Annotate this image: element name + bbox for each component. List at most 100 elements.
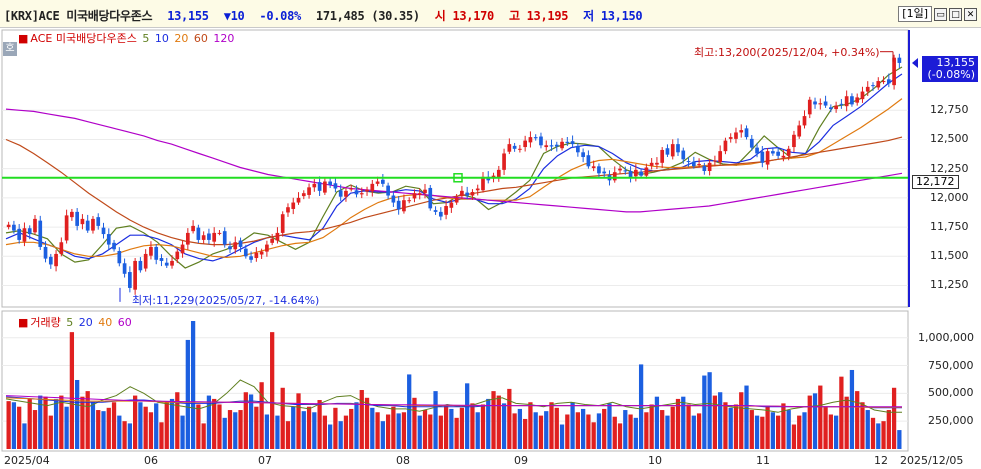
candle-body — [792, 134, 796, 148]
candle-body — [660, 149, 665, 163]
candle-body — [207, 233, 211, 240]
candle-body — [475, 188, 480, 191]
volume-bar — [227, 410, 233, 449]
candle-body — [760, 151, 765, 163]
current-price-tag-change: (-0.08%) — [927, 68, 976, 81]
volume-bar — [528, 402, 533, 449]
volume-axis-tick: 1,000,000 — [918, 330, 974, 344]
volume-bar — [565, 414, 570, 449]
legend-ma-60[interactable]: 60 — [193, 32, 208, 45]
volume-bar — [797, 415, 802, 449]
candle-body — [676, 144, 680, 153]
legend-vol-ma-60[interactable]: 60 — [117, 316, 132, 329]
candle-body — [655, 162, 659, 165]
volume-bar — [301, 411, 306, 449]
candle-body — [233, 242, 238, 250]
legend-volume[interactable]: 거래량 — [30, 316, 61, 329]
candle-body — [565, 141, 570, 143]
volume-bar — [43, 396, 48, 449]
x-axis-label: 10 — [648, 454, 662, 467]
candle-body — [734, 132, 738, 139]
volume-bar — [723, 402, 728, 449]
volume-bar — [712, 395, 718, 449]
legend-ma-120[interactable]: 120 — [213, 32, 235, 45]
volume-bar — [776, 415, 781, 449]
volume-bar — [385, 414, 391, 449]
volume-bar — [85, 391, 90, 449]
candle-body — [170, 260, 174, 266]
price-change-pct: -0.08% — [259, 9, 301, 23]
candle-body — [412, 193, 417, 199]
candle-body — [12, 224, 16, 231]
candle-body — [644, 167, 649, 176]
close-icon[interactable]: ✕ — [964, 7, 977, 21]
candle-body — [159, 258, 164, 261]
quote-mode-button[interactable]: 호 — [3, 42, 17, 56]
candle-body — [850, 96, 854, 105]
volume-bar — [749, 410, 754, 449]
legend-vol-ma-20[interactable]: 20 — [78, 316, 93, 329]
volume-bar — [644, 412, 649, 449]
volume-bar — [333, 407, 338, 449]
legend-vol-ma-5[interactable]: 5 — [66, 316, 74, 329]
volume-bar — [607, 403, 612, 449]
volume-bar — [75, 379, 80, 449]
volume-bar — [222, 417, 227, 449]
volume-bar — [612, 416, 617, 449]
instrument-code[interactable]: [KRX]ACE 미국배당다우존스 — [4, 9, 153, 23]
candle-body — [576, 145, 580, 153]
volume-bar — [580, 408, 586, 449]
volume-bar — [754, 415, 760, 449]
candle-body — [43, 246, 48, 259]
candle-body — [301, 193, 306, 197]
volume-bar — [438, 415, 443, 449]
candle-body — [291, 202, 296, 209]
volume-bar — [122, 421, 127, 449]
volume-bar — [544, 411, 549, 449]
trade-volume: 171,485 — [315, 9, 365, 23]
volume-bar — [201, 423, 206, 449]
volume-bar — [891, 387, 897, 449]
volume-bar — [670, 406, 675, 449]
legend-ma-5[interactable]: 5 — [142, 32, 150, 45]
candle-body — [797, 125, 802, 137]
legend-instrument[interactable]: ACE 미국배당다우존스 — [30, 32, 137, 45]
volume-bar — [80, 396, 85, 449]
price-ma-line-20 — [5, 98, 903, 259]
price-axis-tick: 12,750 — [930, 103, 969, 117]
candle-body — [112, 242, 116, 250]
hline-value-tag[interactable]: 12,172 — [912, 175, 959, 189]
price-legend: ■ ACE 미국배당다우존스 5 10 20 60 120 — [18, 30, 236, 46]
volume-bar — [401, 412, 407, 449]
volume-bar — [275, 415, 280, 449]
candle-body — [191, 225, 195, 232]
candle-body — [591, 166, 596, 169]
minimize-icon[interactable]: ▭ — [934, 7, 947, 21]
candle-body — [238, 240, 243, 247]
candle-body — [765, 151, 770, 165]
candle-body — [813, 101, 817, 105]
period-selector[interactable]: [1일] — [898, 6, 932, 22]
stock-chart[interactable] — [0, 28, 981, 469]
legend-ma-10[interactable]: 10 — [154, 32, 169, 45]
volume-bar — [159, 422, 164, 449]
volume-bar — [380, 421, 385, 449]
volume-bar — [32, 410, 38, 449]
candle-body — [365, 189, 369, 192]
volume-bar — [264, 414, 270, 449]
high-label: 고 — [508, 9, 520, 23]
volume-bar — [496, 395, 501, 449]
volume-bar — [180, 415, 185, 449]
volume-bar — [391, 406, 396, 449]
candle-body — [375, 181, 380, 184]
legend-ma-20[interactable]: 20 — [174, 32, 189, 45]
candle-body — [454, 197, 459, 203]
candle-body — [581, 152, 585, 157]
volume-bar — [733, 404, 739, 449]
legend-vol-ma-40[interactable]: 40 — [98, 316, 113, 329]
maximize-icon[interactable]: □ — [949, 7, 962, 21]
candle-body — [402, 200, 406, 212]
volume-bar — [459, 407, 465, 449]
candle-body — [185, 232, 190, 245]
volume-bar — [270, 332, 275, 449]
